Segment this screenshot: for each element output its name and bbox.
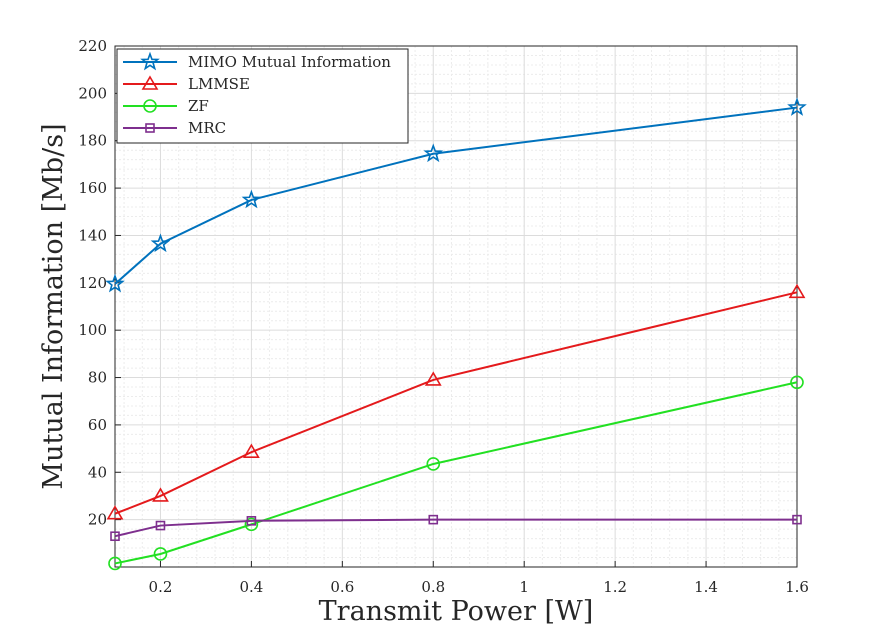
y-tick-label: 40 [88, 463, 107, 481]
y-axis-label: Mutual Information [Mb/s] [38, 123, 69, 489]
x-tick-label: 0.4 [239, 578, 263, 596]
legend-marker [145, 123, 155, 133]
y-tick-label: 140 [78, 226, 107, 244]
data-point-marker [110, 531, 120, 542]
data-point-marker [792, 514, 802, 525]
data-point-marker [423, 143, 444, 163]
y-tick-label: 220 [78, 37, 107, 55]
data-point-marker [105, 273, 125, 293]
series-line [114, 518, 797, 538]
y-tick-label: 180 [78, 132, 107, 150]
data-point-marker [246, 516, 257, 526]
data-point-marker [243, 443, 260, 458]
data-point-marker [150, 233, 171, 253]
x-tick-label: 1.2 [603, 578, 627, 596]
legend-marker [140, 51, 160, 71]
y-tick-label: 80 [88, 369, 107, 387]
y-tick-labels: 20 40 60 80 100 120 140 160 180 200 220 [78, 37, 107, 529]
series-square [110, 514, 802, 542]
data-point-marker [106, 505, 124, 520]
legend-label: MRC [188, 119, 226, 137]
data-point-marker [108, 556, 122, 571]
x-tick-label: 1.6 [785, 578, 809, 596]
legend-item: LMMSE [123, 75, 250, 93]
data-point-marker [788, 283, 806, 299]
data-point-marker [155, 520, 166, 531]
legend: MIMO Mutual Information LMMSE ZF MRC [116, 48, 409, 144]
legend-marker [143, 99, 157, 113]
x-tick-label: 0.6 [330, 578, 354, 596]
legend-label: LMMSE [188, 75, 250, 93]
x-tick-label: 1.4 [694, 578, 718, 596]
plot-area-frame [114, 45, 798, 568]
minor-grid [115, 46, 797, 567]
legend-item: MIMO Mutual Information [123, 51, 391, 71]
x-tick-labels: 0.2 0.4 0.6 0.8 1 1.2 1.4 1.6 [149, 578, 809, 596]
legend-label: ZF [188, 97, 209, 115]
series-line [114, 106, 798, 285]
x-axis-label: Transmit Power [W] [319, 596, 594, 627]
y-tick-label: 100 [78, 321, 107, 339]
data-point-marker [153, 547, 168, 561]
y-tick-label: 160 [78, 179, 107, 197]
legend-marker [141, 75, 159, 90]
y-tick-label: 20 [88, 511, 107, 529]
y-tick-label: 60 [88, 416, 107, 434]
data-point-marker [790, 375, 804, 390]
series-line [114, 381, 798, 565]
data-point-marker [244, 517, 259, 532]
x-tick-label: 1 [519, 578, 529, 596]
series-layer [105, 97, 807, 571]
legend-label: MIMO Mutual Information [188, 53, 391, 71]
series-triangle [106, 283, 806, 520]
data-point-marker [424, 371, 442, 386]
data-point-marker [428, 514, 439, 525]
series-star [105, 97, 807, 293]
series-line [114, 291, 798, 515]
legend-item: ZF [123, 97, 209, 115]
series-circle [108, 375, 804, 571]
y-tick-label: 120 [78, 274, 107, 292]
legend-item: MRC [123, 119, 226, 137]
data-point-marker [787, 97, 807, 116]
data-point-marker [152, 487, 169, 502]
x-tick-label: 0.2 [149, 578, 173, 596]
y-tick-label: 200 [78, 84, 107, 102]
x-tick-label: 0.8 [421, 578, 445, 596]
data-point-marker [426, 457, 441, 471]
data-point-marker [241, 189, 262, 209]
